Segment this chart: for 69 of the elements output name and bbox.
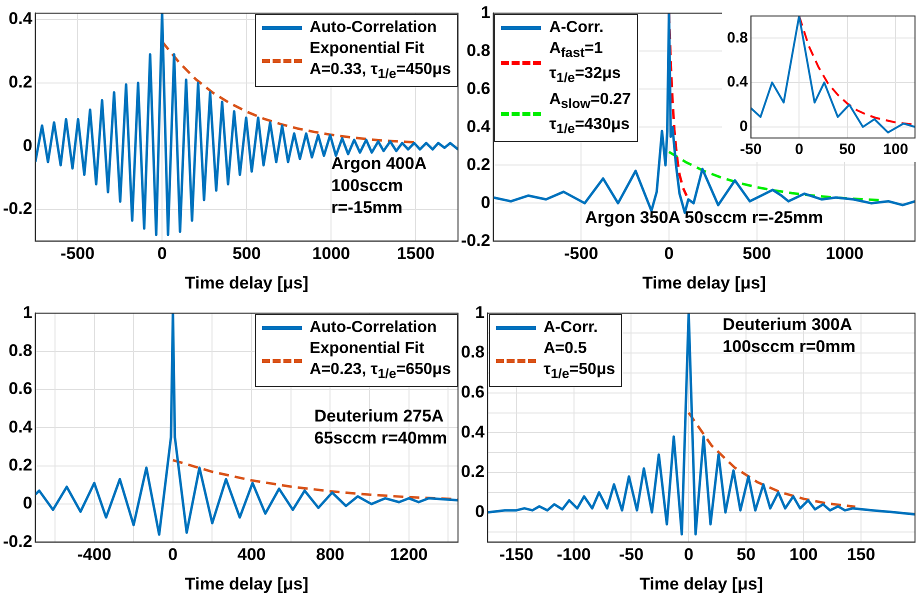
x-axis-title: Time delay [μs]: [184, 273, 308, 292]
y-tick-label: 0.4: [460, 422, 486, 442]
x-tick-label: -100: [556, 545, 591, 564]
x-tick-label: 1200: [390, 545, 428, 564]
y-tick-label: -0.2: [2, 199, 32, 218]
x-tick-label: 0: [168, 545, 178, 564]
annotation: Deuterium 300A 100sccm r=0mm: [722, 314, 856, 356]
y-tick-label: 0.4: [726, 74, 748, 91]
y-tick-label: 0: [22, 494, 32, 513]
y-tick-label: 0: [480, 192, 490, 212]
x-tick-label: -50: [618, 545, 644, 564]
annotation: Argon 400A 100sccm r=-15mm: [331, 154, 427, 218]
y-tick-label: 0.2: [8, 72, 32, 92]
x-tick-label: 1000: [826, 244, 864, 264]
x-tick-label: 100: [789, 545, 818, 564]
x-tick-label: 500: [232, 244, 261, 264]
annotation: Argon 350A 50sccm r=-25mm: [585, 208, 824, 228]
x-tick-label: 1000: [312, 244, 350, 264]
y-tick-label: -0.2: [2, 532, 32, 551]
x-axis-title: Time delay [μs]: [640, 574, 764, 594]
y-tick-label: 0: [740, 118, 748, 136]
text: A$_{fast}$=1 τ$_{1/e}$=32μs: [549, 40, 621, 86]
x-tick-label: 50: [736, 545, 756, 564]
x-tick-label: 0: [664, 244, 674, 264]
y-tick-label: 0.4: [8, 9, 33, 28]
legend-label: Auto-Correlation: [310, 318, 437, 338]
x-axis-title: Time delay [μs]: [642, 273, 766, 292]
x-tick-label: 150: [846, 545, 876, 564]
legend-label: Exponential Fit A=0.33, τ$_{1/e}$=450μs: [310, 39, 451, 84]
y-tick-label: 1: [22, 302, 32, 322]
y-tick-label: 1: [475, 302, 485, 322]
x-axis-title: Time delay [μs]: [184, 574, 308, 594]
legend-label: Auto-Correlation: [310, 18, 437, 38]
y-tick-label: 0.2: [466, 154, 490, 174]
y-tick-label: 1: [480, 2, 490, 22]
x-tick-label: 400: [237, 545, 266, 564]
annotation: Deuterium 275A 65sccm r=40mm: [314, 406, 448, 448]
y-tick-label: 0.4: [8, 417, 33, 436]
y-tick-label: 0.8: [460, 342, 485, 362]
y-tick-label: 0.6: [8, 379, 32, 398]
y-tick-label: 0.4: [466, 116, 491, 136]
x-tick-label: 50: [839, 141, 856, 158]
legend-label: Exponential Fit A=0.23, τ$_{1/e}$=650μs: [310, 339, 451, 384]
y-tick-label: -0.2: [460, 230, 490, 250]
x-tick-label: 1500: [396, 244, 435, 264]
x-tick-label: 0: [684, 545, 694, 564]
y-tick-label: 0.8: [726, 29, 748, 46]
x-tick-label: -500: [60, 244, 95, 264]
x-tick-label: -500: [564, 244, 598, 264]
x-tick-label: 500: [742, 244, 772, 264]
x-tick-label: 0: [794, 141, 804, 158]
x-tick-label: -50: [740, 141, 762, 158]
x-tick-label: -150: [499, 545, 534, 564]
line-series: [687, 412, 857, 508]
y-tick-label: 0.8: [466, 40, 490, 60]
legend-label: A-Corr.: [549, 18, 604, 38]
y-tick-label: 0: [475, 502, 485, 522]
y-tick-label: 0.6: [460, 382, 485, 402]
y-tick-label: 0.8: [8, 341, 32, 360]
y-tick-label: 0.2: [460, 462, 485, 482]
y-tick-label: 0.2: [8, 456, 32, 475]
text: A$_{slow}$=0.27 τ$_{1/e}$=430μs: [549, 90, 631, 136]
x-tick-label: 800: [316, 545, 344, 564]
x-tick-label: 0: [157, 244, 167, 264]
legend-label: A-Corr.: [544, 318, 598, 338]
x-tick-label: -400: [77, 545, 112, 564]
legend-label: A=0.5 τ$_{1/e}$=50μs: [544, 339, 616, 384]
x-tick-label: 100: [883, 141, 908, 158]
y-tick-label: 0.6: [466, 78, 490, 98]
